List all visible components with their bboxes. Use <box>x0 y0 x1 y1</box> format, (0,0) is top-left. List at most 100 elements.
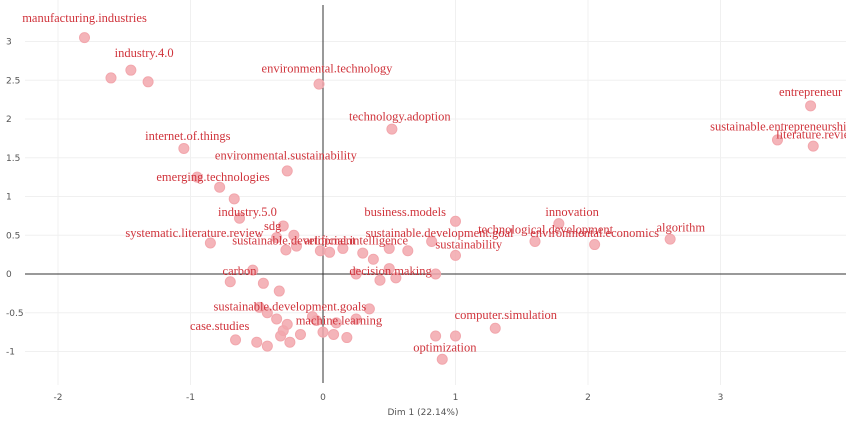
point-label: sustainable.development <box>232 234 356 248</box>
data-point <box>328 328 340 340</box>
point-label: innovation <box>545 205 599 219</box>
data-point <box>357 247 369 259</box>
data-point <box>324 246 336 258</box>
point-label: decision.making <box>349 264 432 278</box>
data-point <box>310 315 322 326</box>
point-label: environmental.sustainability <box>215 148 358 162</box>
data-point <box>383 263 395 275</box>
point-label: case.studies <box>190 319 249 333</box>
data-point <box>214 181 226 193</box>
y-tick-label: 1 <box>6 193 12 203</box>
data-point <box>430 268 442 280</box>
point-label: computer.simulation <box>455 308 558 322</box>
y-tick-label: 3 <box>6 38 12 48</box>
y-tick-label: 0.5 <box>6 231 20 241</box>
data-point <box>807 140 819 152</box>
data-point <box>105 72 117 84</box>
point-label: technology.adoption <box>349 110 451 124</box>
data-point <box>341 332 353 344</box>
point-label: industry.5.0 <box>218 205 277 219</box>
data-point <box>253 301 265 313</box>
data-point <box>277 220 289 232</box>
data-point <box>430 330 442 342</box>
point-label: technological.development <box>478 223 614 237</box>
data-point <box>390 272 402 284</box>
data-point <box>350 268 362 280</box>
point-label: environmental.technology <box>262 62 394 76</box>
data-point <box>191 171 203 183</box>
data-point <box>228 193 240 205</box>
data-point <box>386 123 398 135</box>
x-tick-label: 0 <box>320 393 326 403</box>
data-point <box>402 245 414 257</box>
x-tick-label: 2 <box>585 393 591 403</box>
data-point <box>261 340 273 352</box>
data-point <box>247 264 259 276</box>
data-point <box>383 242 395 254</box>
data-point <box>281 165 293 177</box>
data-point <box>294 328 306 340</box>
point-layer <box>79 32 819 365</box>
data-point <box>142 76 154 88</box>
point-label: entrepreneur <box>779 85 843 99</box>
data-point <box>271 232 283 244</box>
data-point <box>363 303 375 315</box>
data-point <box>125 64 137 76</box>
point-label: sustainable.development.goals <box>214 299 367 313</box>
point-label: carbon <box>223 264 258 278</box>
x-tick-label: 3 <box>718 393 724 403</box>
point-label: business.models <box>364 205 446 219</box>
data-point <box>426 235 438 247</box>
data-point <box>337 242 349 254</box>
data-point <box>291 240 302 252</box>
grid-layer <box>25 0 846 385</box>
data-point <box>664 233 676 245</box>
point-label: machine.learning <box>296 313 383 327</box>
point-label: sustainability <box>435 237 502 251</box>
point-label: emerging.technologies <box>156 170 269 184</box>
data-point <box>450 249 461 261</box>
data-point <box>234 212 246 224</box>
point-label: sustainable.entrepreneurship <box>710 120 846 134</box>
y-tick-label: 1.5 <box>6 154 20 164</box>
point-label: industry.4.0 <box>115 46 174 60</box>
data-point <box>317 326 329 338</box>
y-tick-label: 0 <box>6 270 12 280</box>
data-point <box>529 235 541 247</box>
data-point <box>261 307 273 319</box>
data-point <box>374 274 386 286</box>
y-tick-label: -1 <box>6 348 15 358</box>
data-point <box>771 134 783 146</box>
data-point <box>350 313 362 325</box>
data-point <box>275 330 287 342</box>
point-label: algorithm <box>656 220 705 234</box>
data-point <box>589 239 601 251</box>
point-label: optimization <box>413 341 477 355</box>
data-point <box>251 336 263 348</box>
data-point <box>284 336 296 348</box>
data-point <box>436 353 448 365</box>
data-point <box>204 237 216 249</box>
data-point <box>281 318 293 330</box>
data-point <box>367 253 379 265</box>
data-point <box>553 218 565 230</box>
data-point <box>178 142 190 154</box>
y-tick-label: 2 <box>6 115 12 125</box>
data-point <box>224 276 236 288</box>
data-point <box>805 100 817 112</box>
point-label: systematic.literature.review <box>125 226 263 240</box>
data-point <box>313 78 325 90</box>
data-point <box>288 229 300 241</box>
data-point <box>230 334 242 346</box>
data-point <box>489 322 501 334</box>
data-point <box>271 313 283 325</box>
y-tick-label: -0.5 <box>6 309 24 319</box>
x-tick-label: 1 <box>453 393 459 403</box>
point-label: internet.of.things <box>145 129 231 143</box>
data-point <box>79 32 90 44</box>
point-label: literature.review <box>776 127 846 141</box>
label-layer: manufacturing.industries industry.4.0 envi… <box>22 11 846 354</box>
data-point <box>450 215 461 227</box>
point-label: manufacturing.industries <box>22 11 147 25</box>
